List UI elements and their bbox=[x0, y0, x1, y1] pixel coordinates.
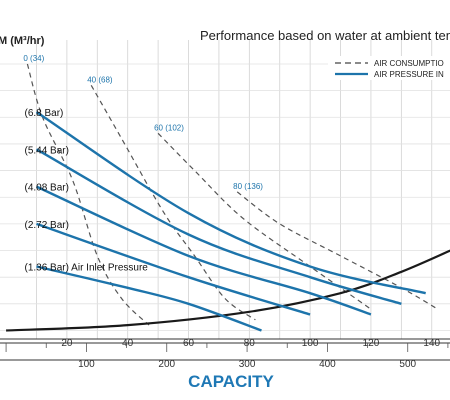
x-tick-gpm: 120 bbox=[363, 338, 380, 349]
x-tick-lpm: 500 bbox=[399, 359, 416, 370]
air-consumption-curve bbox=[157, 132, 372, 310]
pressure-curve-label: (4.08 Bar) bbox=[24, 183, 68, 194]
x-tick-lpm: 400 bbox=[319, 359, 336, 370]
pressure-curve bbox=[36, 185, 372, 316]
air-consumption-label: 80 (136) bbox=[233, 182, 263, 191]
x-tick-gpm: 140 bbox=[423, 338, 440, 349]
pressure-curve bbox=[36, 265, 262, 332]
pressure-curve-label: (2.72 Bar) bbox=[24, 220, 68, 231]
pressure-curve bbox=[35, 148, 402, 305]
air-consumption-label: 40 (68) bbox=[87, 75, 113, 84]
pressure-curve-label: (6.8 Bar) bbox=[24, 108, 63, 119]
chart-title: Performance based on water at ambient te… bbox=[200, 28, 450, 43]
x-axis-label: CAPACITY bbox=[188, 372, 274, 391]
legend-solid-label: AIR PRESSURE IN bbox=[374, 70, 444, 79]
pressure-curve bbox=[36, 222, 311, 316]
x-tick-lpm: 200 bbox=[158, 359, 175, 370]
tick-labels: 20 40 60 80 100 120 140 100 200 300 400 500 bbox=[5, 338, 449, 370]
curves: 0 (34) 40 (68) 60 (102) 80 (136) (6.8 Bar) (5… bbox=[6, 54, 450, 332]
x-tick-gpm: 40 bbox=[122, 338, 134, 349]
system-curve bbox=[6, 249, 450, 332]
y-axis-label: M (M³/hr) bbox=[0, 35, 45, 47]
x-tick-gpm: 80 bbox=[244, 338, 256, 349]
legend-box bbox=[328, 56, 450, 80]
x-tick-gpm: 100 bbox=[302, 338, 319, 349]
x-tick-gpm: 20 bbox=[61, 338, 73, 349]
pressure-curve bbox=[35, 111, 426, 295]
x-tick-lpm: 100 bbox=[78, 359, 95, 370]
pressure-curve-label: (5.44 Bar) bbox=[24, 145, 68, 156]
legend-dashed-label: AIR CONSUMPTIO bbox=[374, 59, 444, 68]
air-consumption-curve bbox=[90, 85, 256, 321]
x-tick-gpm: 60 bbox=[183, 338, 195, 349]
air-consumption-curve bbox=[236, 191, 439, 310]
pressure-curve-label: (1.36 Bar) Air Inlet Pressure bbox=[24, 263, 148, 274]
air-consumption-curve bbox=[26, 63, 150, 326]
x-tick-lpm: 300 bbox=[239, 359, 256, 370]
air-consumption-label: 60 (102) bbox=[154, 123, 184, 132]
air-consumption-label: 0 (34) bbox=[23, 54, 44, 63]
